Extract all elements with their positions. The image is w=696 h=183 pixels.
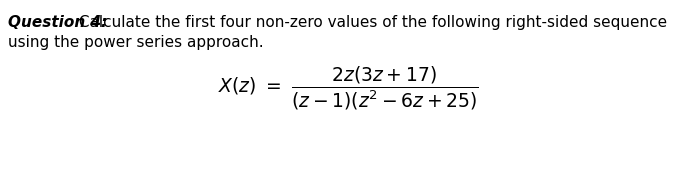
Text: Calculate the first four non-zero values of the following right-sided sequence: Calculate the first four non-zero values… (74, 15, 667, 30)
Text: Question 4:: Question 4: (8, 15, 107, 30)
Text: $\mathit{X}(\mathit{z})\ =\ \dfrac{2z(3z+17)}{(z-1)(z^2-6z+25)}$: $\mathit{X}(\mathit{z})\ =\ \dfrac{2z(3z… (218, 64, 478, 112)
Text: using the power series approach.: using the power series approach. (8, 35, 264, 50)
